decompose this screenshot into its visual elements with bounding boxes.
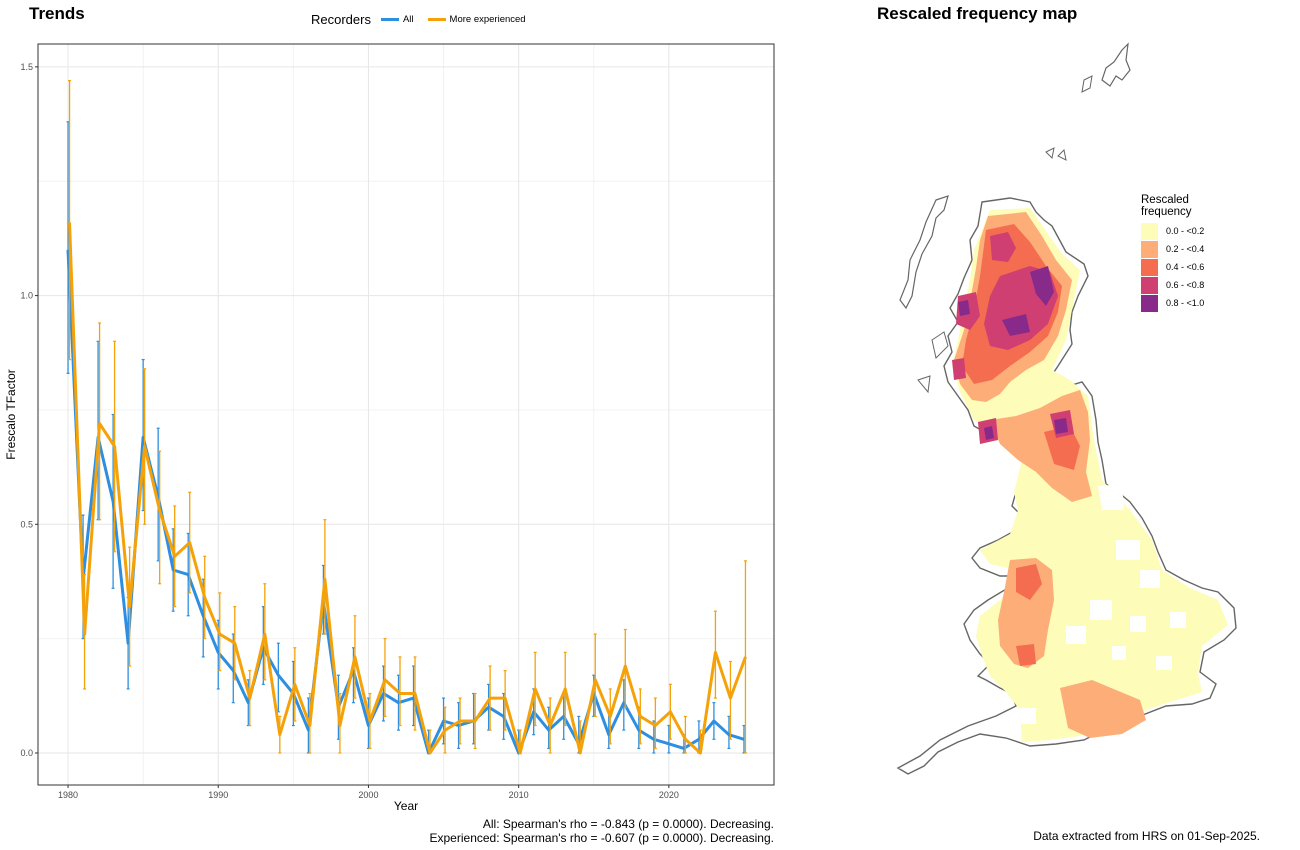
data-gaps [1020, 484, 1186, 724]
y-tick-label: 0.0 [20, 748, 33, 758]
legend-label-all: All [402, 14, 414, 25]
y-axis-title: Frescalo TFactor [4, 369, 18, 459]
plot-border [37, 43, 775, 786]
map-legend-swatch [1141, 240, 1158, 258]
map-legend-item: 0.8 - <1.0 [1141, 294, 1211, 312]
x-axis-title: Year [394, 799, 418, 813]
inner-hebrides [917, 331, 949, 394]
map-legend-swatch [1141, 222, 1158, 240]
series-line-all [66, 249, 745, 755]
x-tick-label: 2020 [659, 790, 679, 800]
x-tick-label: 2000 [358, 790, 378, 800]
band-0.6-0.8-west [952, 292, 980, 380]
x-tick-label: 1980 [58, 790, 78, 800]
x-tick-label: 2010 [509, 790, 529, 800]
map-title: Rescaled frequency map [877, 4, 1078, 23]
stats-line-experienced: Experienced: Spearman's rho = -0.607 (p … [429, 831, 775, 845]
x-tick-label: 1990 [208, 790, 228, 800]
legend-key-all [380, 18, 399, 21]
map-legend-item: 0.4 - <0.6 [1141, 258, 1211, 276]
orkney-islands [1045, 147, 1067, 161]
map-legend-label: 0.4 - <0.6 [1166, 262, 1205, 272]
y-tick-label: 0.5 [20, 519, 33, 529]
shetland-outline [1101, 42, 1131, 87]
map-legend-swatch [1141, 294, 1158, 312]
y-tick-label: 1.0 [20, 291, 33, 301]
chart-legend: Recorders All More experienced [311, 12, 536, 27]
stats-line-all: All: Spearman's rho = -0.843 (p = 0.0000… [482, 817, 774, 831]
map-legend-label: 0.8 - <1.0 [1166, 298, 1205, 308]
frequency-map [896, 42, 1237, 775]
map-legend-swatch [1141, 258, 1158, 276]
map-legend-item: 0.2 - <0.4 [1141, 240, 1211, 258]
trends-chart: 0.0 0.5 1.0 1.5 1980 1990 2000 2010 2020 Year Fres… [4, 43, 775, 813]
trends-title: Trends [29, 4, 85, 23]
map-legend-title: Rescaled frequency [1141, 194, 1192, 218]
map-legend-label: 0.2 - <0.4 [1166, 244, 1205, 254]
band-0.4-0.6-central [1044, 426, 1080, 470]
legend-title: Recorders [311, 12, 371, 27]
map-legend-label: 0.6 - <0.8 [1166, 280, 1205, 290]
trend-statistics: All: Spearman's rho = -0.843 (p = 0.0000… [430, 817, 775, 845]
map-legend-item: 0.6 - <0.8 [1141, 276, 1211, 294]
map-legend-item: 0.0 - <0.2 [1141, 222, 1211, 240]
series-line-experienced [68, 222, 747, 755]
legend-key-experienced [427, 18, 446, 21]
map-legend: Rescaled frequency 0.0 - <0.2 0.2 - <0.4 0… [1141, 194, 1211, 312]
band-0.4-0.6-wales [1016, 564, 1042, 666]
data-source-note: Data extracted from HRS on 01-Sep-2025. [1033, 829, 1260, 843]
band-0.6-0.8-central [978, 410, 1074, 444]
band-0.8-1.0 [958, 266, 1068, 440]
legend-label-experienced: More experienced [449, 14, 526, 25]
map-legend-swatch [1141, 276, 1158, 294]
map-legend-label: 0.0 - <0.2 [1166, 226, 1205, 236]
y-tick-label: 1.5 [20, 62, 33, 72]
orkney-outline [1081, 75, 1093, 93]
band-0.2-0.4-south [1060, 680, 1146, 738]
outer-hebrides-outline [899, 195, 949, 310]
